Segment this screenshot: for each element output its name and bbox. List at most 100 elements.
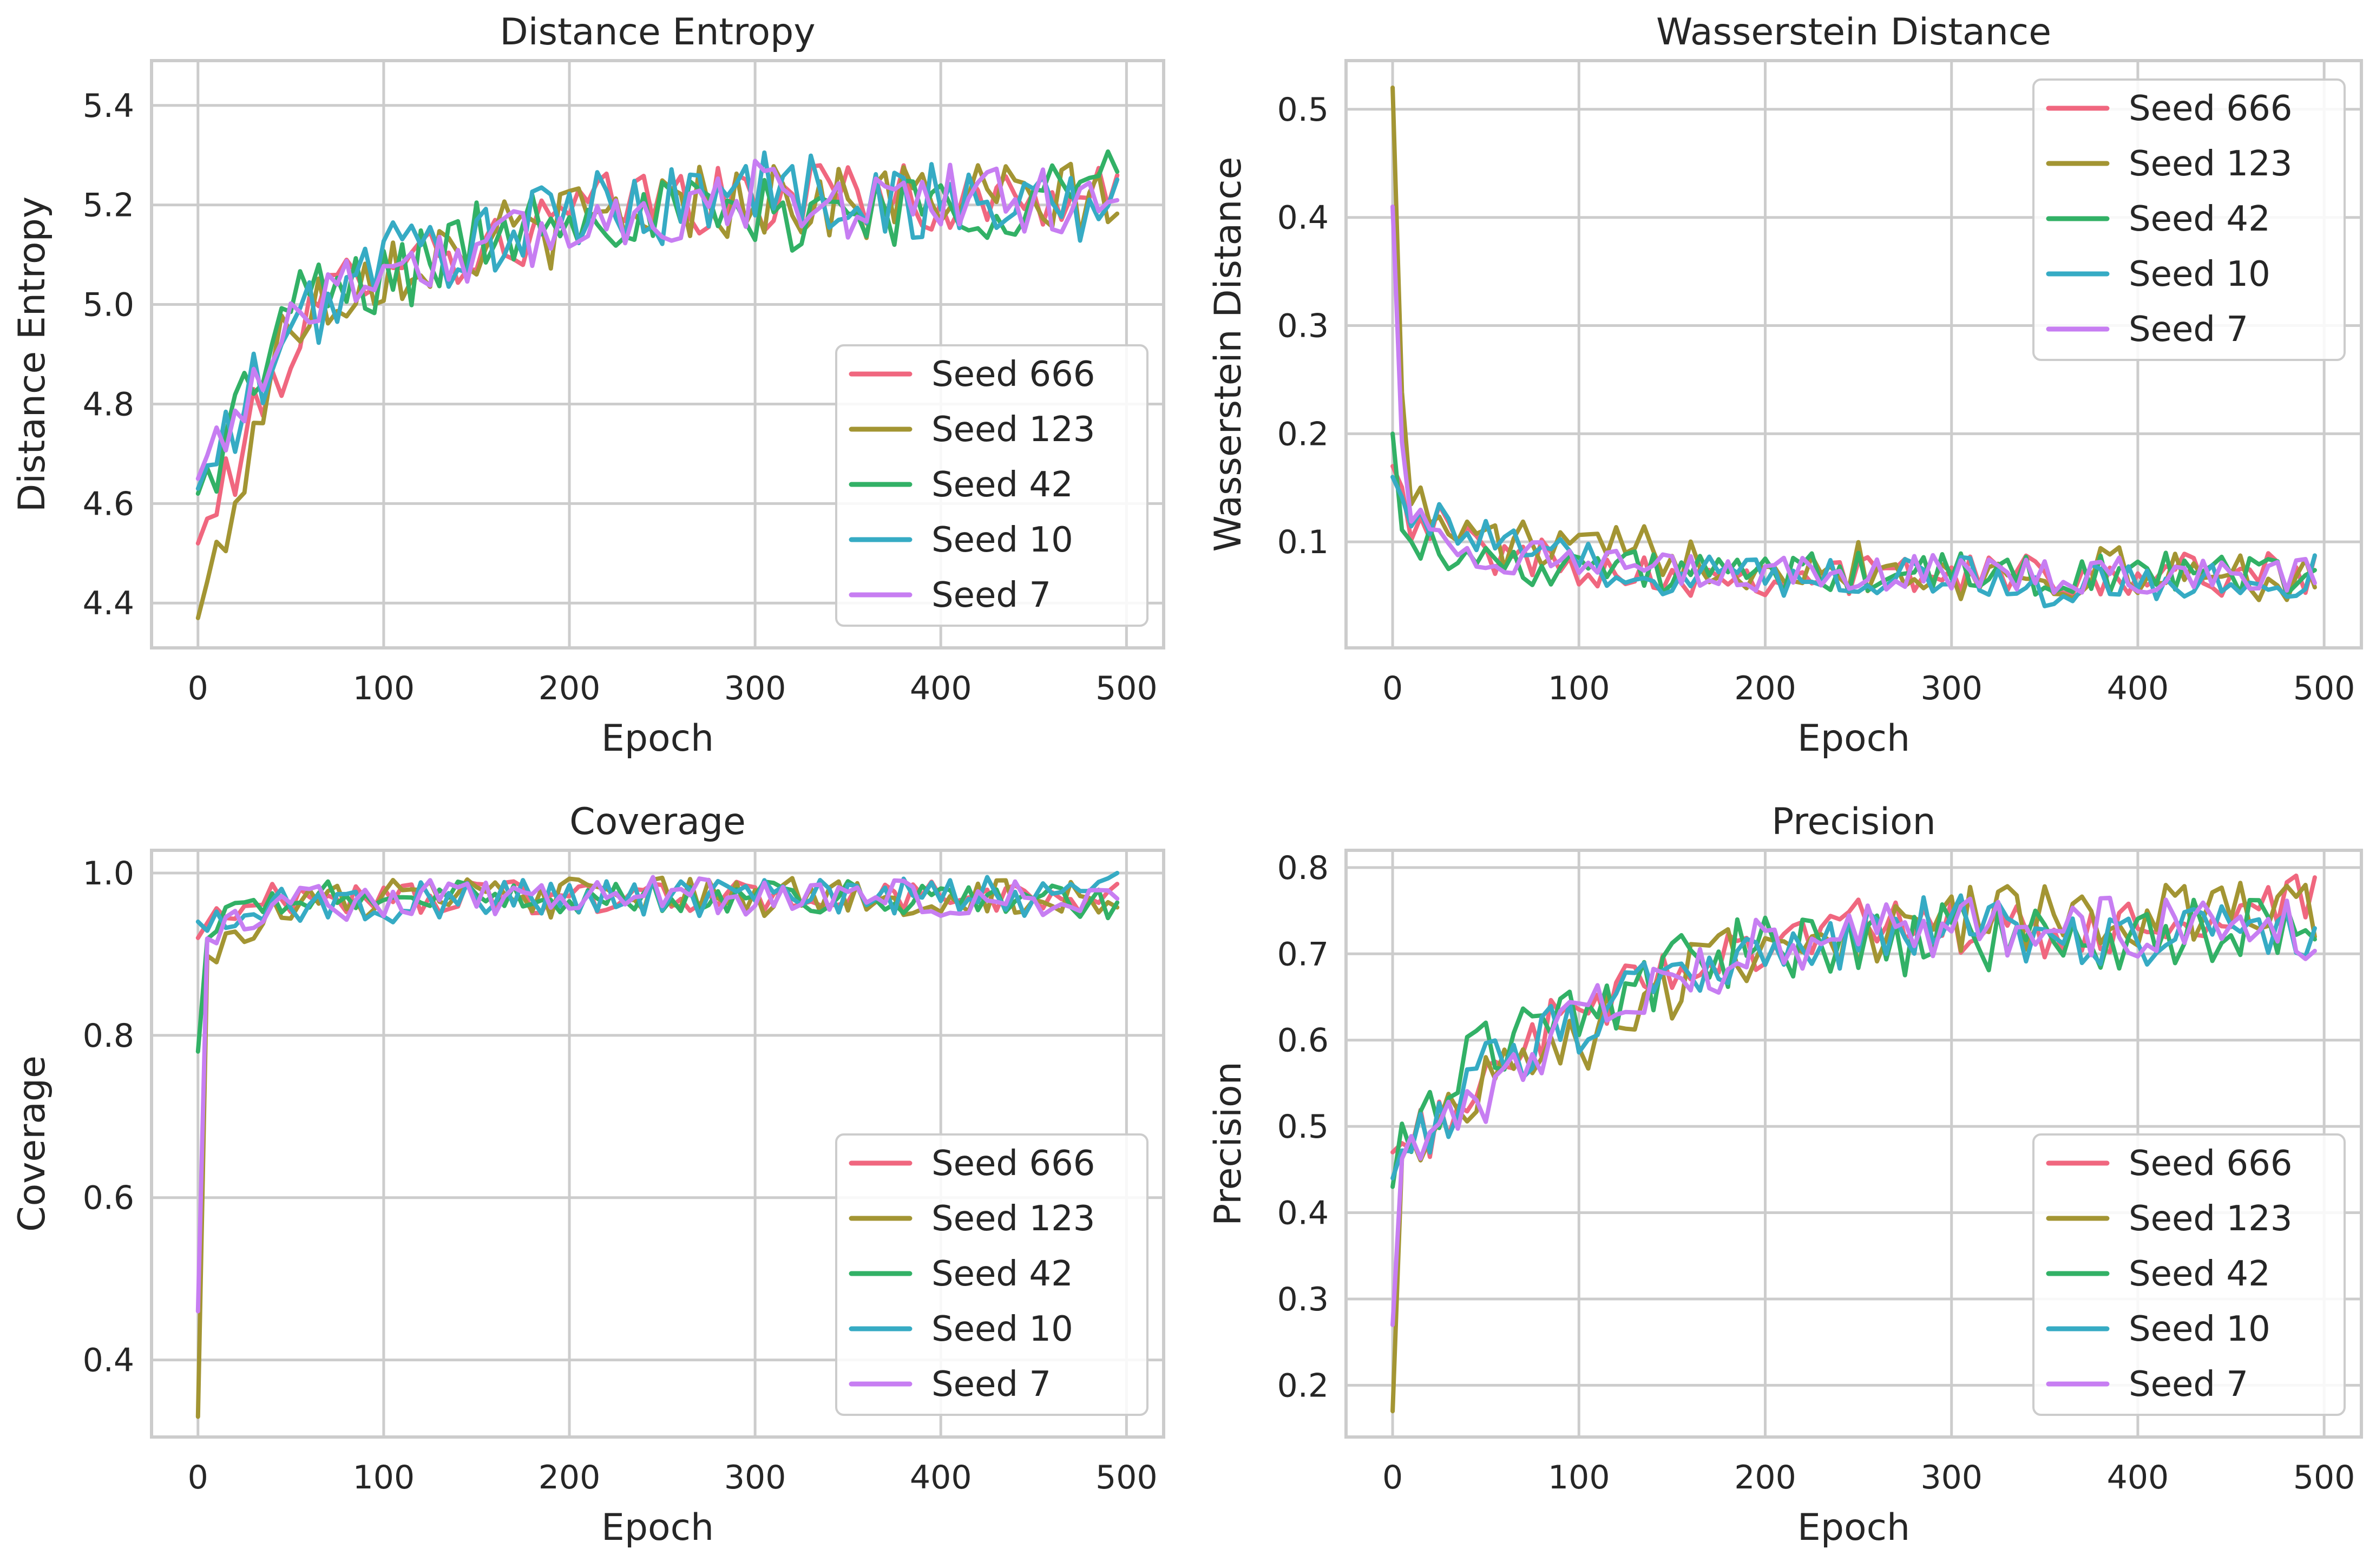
x-tick-label: 300: [724, 1459, 786, 1497]
y-tick-label: 0.6: [1277, 1022, 1329, 1060]
legend-entry-label: Seed 666: [2129, 89, 2293, 129]
legend-entry-label: Seed 666: [931, 1144, 1095, 1184]
chart-title: Precision: [1771, 801, 1935, 843]
y-tick-label: 0.8: [83, 1017, 134, 1055]
x-tick-label: 0: [1382, 1459, 1403, 1497]
y-tick-label: 0.6: [83, 1179, 134, 1217]
plot-frame: [1344, 849, 2363, 1439]
legend-entry-label: Seed 42: [931, 1254, 1073, 1294]
legend-entry-label: Seed 123: [2129, 1199, 2293, 1239]
y-tick-label: 0.5: [1277, 91, 1329, 129]
legend: Seed 666 Seed 123 Seed 42 Seed 10 Seed 7: [2032, 78, 2346, 361]
legend-entry-label: Seed 7: [931, 575, 1051, 615]
y-tick-label: 4.6: [83, 485, 134, 523]
legend-entry-label: Seed 123: [931, 410, 1095, 450]
chart-title: Wasserstein Distance: [1656, 11, 2051, 54]
y-tick-label: 0.3: [1277, 307, 1329, 345]
legend-entry-label: Seed 10: [2129, 254, 2270, 294]
x-tick-label: 200: [1734, 670, 1796, 707]
y-tick-label: 0.5: [1277, 1108, 1329, 1146]
x-tick-label: 500: [2293, 1459, 2355, 1497]
legend-entry-label: Seed 10: [931, 1309, 1073, 1349]
chart-title: Distance Entropy: [500, 11, 815, 54]
series-line: [1390, 204, 2317, 595]
x-tick-label: 500: [1095, 670, 1158, 707]
series-line: [195, 879, 1120, 1054]
x-tick-label: 0: [1382, 670, 1403, 707]
legend-entry-label: Seed 7: [2129, 1364, 2248, 1405]
chart-title: Coverage: [569, 801, 746, 843]
y-tick-label: 5.2: [83, 187, 134, 225]
chart-panel-4: 0 100 200 300 400 500 0.2 0.3 0.4 0.5 0.6 0.7 0.8 Pre…: [1207, 801, 2363, 1549]
legend-entry-label: Seed 42: [2129, 199, 2270, 239]
x-tick-label: 400: [910, 670, 972, 707]
x-tick-label: 300: [1920, 1459, 1983, 1497]
x-tick-label: 500: [1095, 1459, 1158, 1497]
chart-panel-1: 0 100 200 300 400 500 4.4 4.6 4.8 5.0 5.2 5.4 Distan…: [11, 11, 1165, 760]
legend-entry-label: Seed 10: [2129, 1309, 2270, 1349]
series-line: [1390, 895, 2317, 1327]
legend-box: [2032, 1133, 2346, 1416]
legend-entry-label: Seed 42: [931, 465, 1073, 505]
y-tick-label: 5.4: [83, 87, 134, 125]
y-tick-label: 0.7: [1277, 935, 1329, 973]
x-tick-label: 400: [2107, 670, 2169, 707]
legend: Seed 666 Seed 123 Seed 42 Seed 10 Seed 7: [835, 1133, 1148, 1416]
y-tick-label: 0.1: [1277, 523, 1329, 561]
y-tick-label: 1.0: [83, 855, 134, 893]
x-tick-label: 200: [539, 670, 601, 707]
legend-box: [835, 344, 1148, 627]
y-tick-label: 5.0: [83, 286, 134, 324]
y-tick-label: 0.4: [1277, 1195, 1329, 1232]
plot-frame: [150, 59, 1165, 649]
legend-box: [2032, 78, 2346, 361]
legend-entry-label: Seed 7: [2129, 310, 2248, 350]
legend-entry-label: Seed 666: [931, 355, 1095, 395]
y-axis-label: Precision: [1207, 1061, 1250, 1225]
series-line: [195, 159, 1120, 481]
x-tick-label: 100: [1548, 670, 1610, 707]
series-line: [1390, 897, 2317, 1189]
x-tick-label: 100: [1548, 1459, 1610, 1497]
x-tick-label: 100: [353, 670, 415, 707]
legend-entry-label: Seed 123: [2129, 144, 2293, 184]
series-line: [1390, 431, 2317, 597]
y-tick-label: 0.4: [83, 1342, 134, 1380]
y-tick-label: 0.3: [1277, 1281, 1329, 1318]
y-tick-label: 0.8: [1277, 849, 1329, 887]
x-axis-label: Epoch: [601, 1506, 714, 1549]
x-tick-label: 0: [188, 670, 208, 707]
legend-entry-label: Seed 123: [931, 1199, 1095, 1239]
legend-entry-label: Seed 7: [931, 1364, 1051, 1405]
x-tick-label: 500: [2293, 670, 2355, 707]
y-axis-label: Coverage: [11, 1055, 54, 1232]
y-tick-label: 4.8: [83, 385, 134, 423]
x-tick-label: 400: [910, 1459, 972, 1497]
plot-frame: [1344, 59, 2363, 649]
x-axis-label: Epoch: [601, 717, 714, 760]
series-line: [195, 875, 1120, 1314]
legend-entry-label: Seed 10: [931, 520, 1073, 560]
y-axis-label: Wasserstein Distance: [1207, 156, 1250, 552]
legend-box: [835, 1133, 1148, 1416]
x-axis-label: Epoch: [1797, 717, 1910, 760]
series-line: [1390, 475, 2317, 608]
y-tick-label: 0.4: [1277, 199, 1329, 237]
plot-frame: [150, 849, 1165, 1439]
x-tick-label: 300: [724, 670, 786, 707]
y-axis-label: Distance Entropy: [11, 196, 54, 512]
x-tick-label: 100: [353, 1459, 415, 1497]
y-tick-label: 0.2: [1277, 1367, 1329, 1405]
x-tick-label: 0: [188, 1459, 208, 1497]
x-tick-label: 300: [1920, 670, 1983, 707]
chart-panel-3: 0 100 200 300 400 500 0.4 0.6 0.8 1.0 Coverage Epoc…: [11, 801, 1165, 1549]
y-tick-label: 0.2: [1277, 415, 1329, 453]
y-tick-label: 4.4: [83, 585, 134, 622]
x-tick-label: 200: [539, 1459, 601, 1497]
chart-panel-2: 0 100 200 300 400 500 0.1 0.2 0.3 0.4 0.5 Wasserste…: [1207, 11, 2363, 760]
legend-entry-label: Seed 42: [2129, 1254, 2270, 1294]
legend: Seed 666 Seed 123 Seed 42 Seed 10 Seed 7: [835, 344, 1148, 627]
legend: Seed 666 Seed 123 Seed 42 Seed 10 Seed 7: [2032, 1133, 2346, 1416]
legend-entry-label: Seed 666: [2129, 1144, 2293, 1184]
